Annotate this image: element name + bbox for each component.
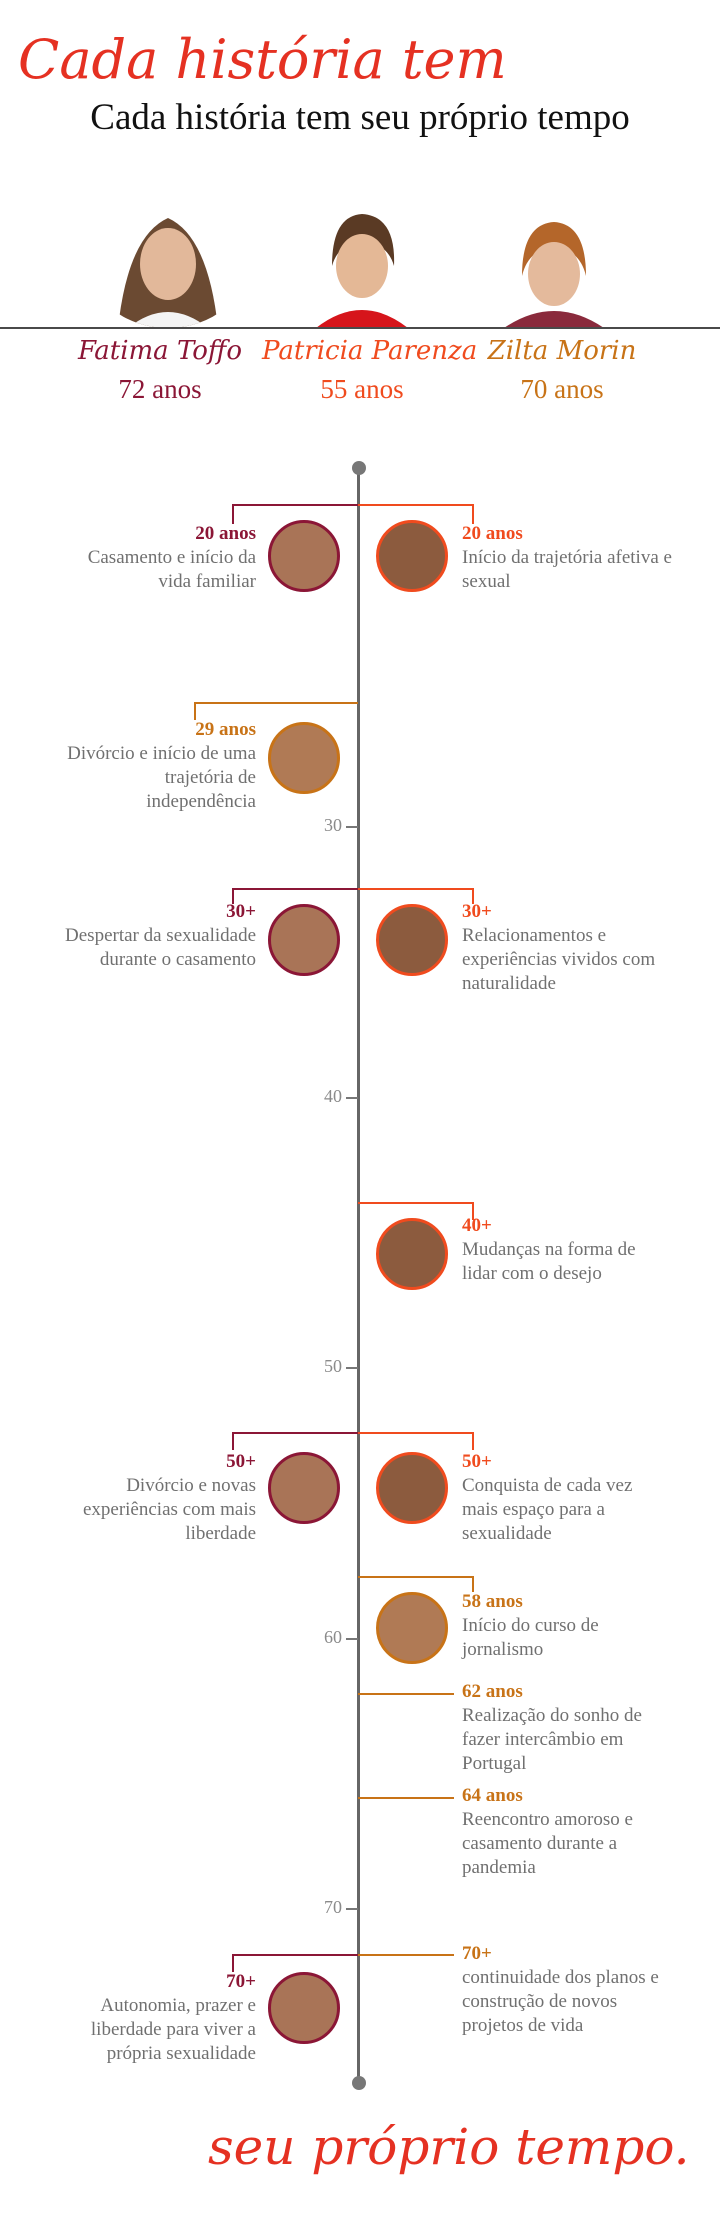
timeline-end-dot — [352, 2076, 366, 2090]
connector-line — [358, 1797, 454, 1799]
connector-line — [358, 504, 474, 506]
axis-tick-label: 60 — [324, 1627, 342, 1647]
event-text: Divórcio e novas experiências com mais l… — [82, 1475, 256, 1544]
connector-line — [232, 1432, 234, 1450]
connector-line — [232, 504, 234, 524]
connector-line — [232, 1954, 358, 1956]
connector-line — [194, 702, 196, 720]
event-text: Reencontro amoroso e casamento durante a… — [462, 1809, 633, 1878]
avatar-zilta — [268, 722, 340, 794]
event-text: Conquista de cada vez mais espaço para a… — [462, 1475, 633, 1544]
event-text: Relacionamentos e experiências vividos c… — [462, 925, 656, 994]
connector-line — [358, 1693, 454, 1695]
event-zilta-62: 62 anos Realização do sonho de fazer int… — [462, 1680, 672, 1776]
axis-tick-label: 50 — [324, 1356, 342, 1376]
connector-line — [194, 702, 358, 704]
avatar-fatima — [268, 1452, 340, 1524]
connector-line — [358, 1576, 474, 1578]
event-text: Divórcio e início de uma trajetória de i… — [67, 743, 256, 812]
event-text: Início do curso de jornalismo — [462, 1615, 599, 1660]
event-age: 64 anos — [462, 1785, 523, 1806]
event-age: 20 anos — [195, 523, 256, 544]
event-age: 30+ — [462, 901, 492, 922]
connector-line — [472, 1202, 474, 1220]
event-patricia-50: 50+ Conquista de cada vez mais espaço pa… — [462, 1450, 672, 1546]
event-text: Início da trajetória afetiva e sexual — [462, 547, 672, 592]
event-age: 20 anos — [462, 523, 523, 544]
axis-tick — [346, 1638, 358, 1640]
connector-line — [472, 504, 474, 524]
person-age-fatima: 72 anos — [118, 374, 202, 404]
axis-tick-label: 40 — [324, 1086, 342, 1106]
event-patricia-30: 30+ Relacionamentos e experiências vivid… — [462, 900, 672, 996]
connector-line — [232, 888, 358, 890]
connector-line — [358, 1202, 474, 1204]
event-zilta-64: 64 anos Reencontro amoroso e casamento d… — [462, 1784, 672, 1880]
event-zilta-58: 58 anos Início do curso de jornalismo — [462, 1590, 672, 1662]
event-fatima-20: 20 anos Casamento e início da vida famil… — [60, 522, 256, 594]
person-age-patricia: 55 anos — [320, 374, 404, 404]
event-zilta-70: 70+ continuidade dos planos e construção… — [462, 1942, 672, 2038]
avatar-patricia — [376, 904, 448, 976]
avatar-fatima — [268, 1972, 340, 2044]
portrait-fatima — [88, 196, 248, 328]
avatar-fatima — [268, 904, 340, 976]
event-age: 50+ — [226, 1451, 256, 1472]
event-fatima-70: 70+ Autonomia, prazer e liberdade para v… — [60, 1970, 256, 2066]
connector-line — [232, 1432, 358, 1434]
header-divider — [0, 327, 720, 329]
header-script-text: Cada história tem — [18, 28, 507, 91]
event-age: 58 anos — [462, 1591, 523, 1612]
person-name-zilta: Zilta Morin — [487, 336, 637, 366]
event-age: 29 anos — [195, 719, 256, 740]
event-text: Realização do sonho de fazer intercâmbio… — [462, 1705, 642, 1774]
page-title: Cada história tem seu próprio tempo — [90, 97, 630, 138]
avatar-patricia — [376, 520, 448, 592]
person-name-patricia: Patricia Parenza — [262, 336, 478, 366]
connector-line — [232, 1954, 234, 1972]
event-zilta-29: 29 anos Divórcio e início de uma trajetó… — [60, 718, 256, 814]
axis-tick-label: 30 — [324, 815, 342, 835]
avatar-patricia — [376, 1452, 448, 1524]
timeline-start-dot — [352, 461, 366, 475]
event-text: continuidade dos planos e construção de … — [462, 1967, 659, 2036]
event-fatima-50: 50+ Divórcio e novas experiências com ma… — [60, 1450, 256, 1546]
person-age-zilta: 70 anos — [520, 374, 604, 404]
event-age: 30+ — [226, 901, 256, 922]
axis-tick-label: 70 — [324, 1897, 342, 1917]
event-text: Autonomia, prazer e liberdade para viver… — [90, 1995, 256, 2064]
event-age: 40+ — [462, 1215, 492, 1236]
axis-tick — [346, 826, 358, 828]
avatar-fatima — [268, 520, 340, 592]
connector-line — [232, 888, 234, 904]
event-patricia-40: 40+ Mudanças na forma de lidar com o des… — [462, 1214, 672, 1286]
event-text: Mudanças na forma de lidar com o desejo — [462, 1239, 636, 1284]
person-name-fatima: Fatima Toffo — [77, 336, 242, 366]
event-age: 70+ — [462, 1943, 492, 1964]
event-patricia-20: 20 anos Início da trajetória afetiva e s… — [462, 522, 672, 594]
connector-line — [472, 1432, 474, 1450]
avatar-zilta — [376, 1592, 448, 1664]
connector-line — [232, 504, 358, 506]
portrait-patricia — [316, 214, 408, 328]
event-age: 70+ — [226, 1971, 256, 1992]
event-text: Casamento e início da vida familiar — [87, 547, 256, 592]
event-text: Despertar da sexualidade durante o casam… — [65, 925, 256, 970]
connector-line — [358, 1954, 454, 1956]
axis-tick — [346, 1367, 358, 1369]
portrait-zilta — [504, 222, 604, 328]
event-age: 50+ — [462, 1451, 492, 1472]
event-fatima-30: 30+ Despertar da sexualidade durante o c… — [60, 900, 256, 972]
connector-line — [472, 888, 474, 904]
avatar-patricia — [376, 1218, 448, 1290]
connector-line — [358, 1432, 474, 1434]
axis-tick — [346, 1908, 358, 1910]
event-age: 62 anos — [462, 1681, 523, 1702]
connector-line — [358, 888, 474, 890]
timeline-spine — [357, 467, 360, 2083]
axis-tick — [346, 1097, 358, 1099]
footer-script-text: seu próprio tempo. — [208, 2118, 690, 2176]
connector-line — [472, 1576, 474, 1592]
